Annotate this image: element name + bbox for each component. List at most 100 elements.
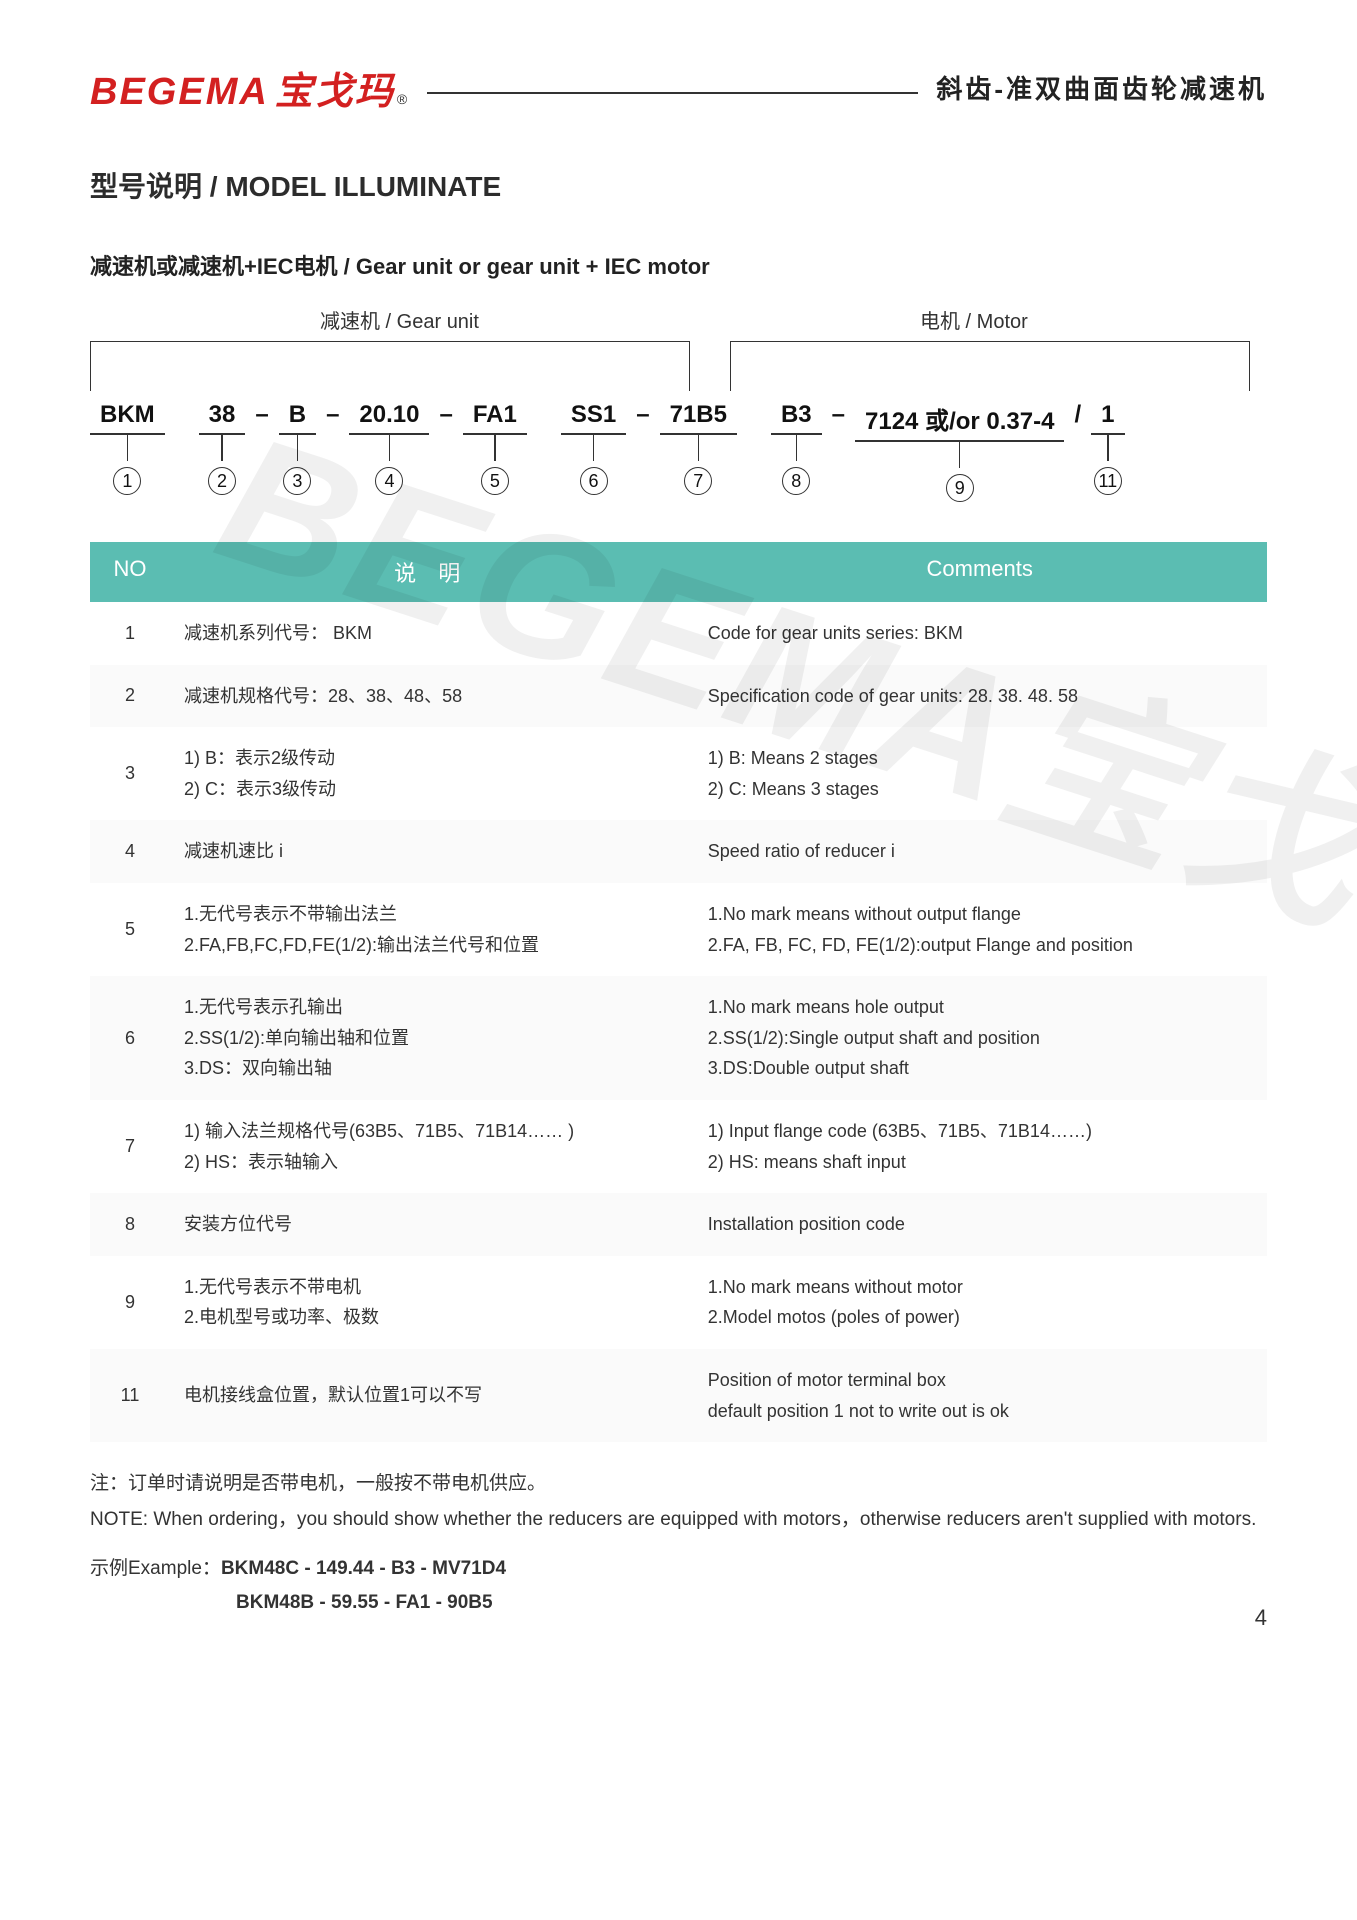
td-comments: Speed ratio of reducer i bbox=[694, 836, 1267, 867]
table-row: 2减速机规格代号：28、38、48、58Specification code o… bbox=[90, 665, 1267, 728]
td-no: 9 bbox=[90, 1292, 170, 1313]
model-part-text: FA1 bbox=[463, 401, 527, 435]
model-separator: – bbox=[626, 401, 659, 433]
model-separator: – bbox=[245, 401, 278, 433]
model-part: 111 bbox=[1091, 401, 1124, 495]
td-no: 1 bbox=[90, 623, 170, 644]
model-part-number: 5 bbox=[481, 467, 509, 495]
td-desc: 1.无代号表示不带输出法兰2.FA,FB,FC,FD,FE(1/2):输出法兰代… bbox=[170, 899, 694, 960]
model-tick bbox=[494, 435, 496, 461]
model-part: B3 bbox=[279, 401, 316, 495]
th-comments: Comments bbox=[692, 542, 1267, 602]
header-divider bbox=[427, 92, 918, 94]
model-part-number: 3 bbox=[283, 467, 311, 495]
td-no: 3 bbox=[90, 763, 170, 784]
model-part-number: 8 bbox=[782, 467, 810, 495]
model-part: 20.104 bbox=[349, 401, 429, 495]
model-tick bbox=[1107, 435, 1109, 461]
model-part-text: 71B5 bbox=[660, 401, 737, 435]
model-part-text: 7124 或/or 0.37-4 bbox=[855, 401, 1064, 442]
td-no: 8 bbox=[90, 1214, 170, 1235]
td-desc: 减速机规格代号：28、38、48、58 bbox=[170, 681, 694, 712]
td-no: 5 bbox=[90, 919, 170, 940]
td-comments: Installation position code bbox=[694, 1209, 1267, 1240]
explanation-table: NO 说 明 Comments 1减速机系列代号： BKMCode for ge… bbox=[90, 542, 1267, 1442]
example-line1: BKM48C - 149.44 - B3 - MV71D4 bbox=[221, 1558, 506, 1579]
table-row: 51.无代号表示不带输出法兰2.FA,FB,FC,FD,FE(1/2):输出法兰… bbox=[90, 883, 1267, 976]
logo-registered: ® bbox=[397, 91, 409, 107]
model-part: B3 8 bbox=[771, 401, 822, 495]
note-cn: 注：订单时请说明是否带电机，一般按不带电机供应。 bbox=[90, 1466, 1267, 1502]
td-comments: Specification code of gear units: 28. 38… bbox=[694, 681, 1267, 712]
bracket-gear bbox=[90, 341, 690, 391]
model-code-row: BKM1382–B3–20.104–FA15SS16–71B57B38–7124… bbox=[90, 401, 1267, 502]
logo-text-cn: 宝戈玛 bbox=[275, 60, 395, 115]
bracket-label-gear: 减速机 / Gear unit bbox=[320, 305, 479, 334]
td-no: 11 bbox=[90, 1385, 170, 1406]
example-line2: BKM48B - 59.55 - FA1 - 90B5 bbox=[236, 1586, 1267, 1620]
td-comments: 1) Input flange code (63B5、71B5、71B14……)… bbox=[694, 1116, 1267, 1177]
td-comments: Code for gear units series: BKM bbox=[694, 618, 1267, 649]
table-row: 11电机接线盒位置，默认位置1可以不写Position of motor ter… bbox=[90, 1349, 1267, 1442]
model-separator: – bbox=[822, 401, 855, 433]
bracket-row: 减速机 / Gear unit 电机 / Motor bbox=[90, 305, 1267, 395]
example-block: 示例Example：BKM48C - 149.44 - B3 - MV71D4 … bbox=[90, 1552, 1267, 1620]
model-tick bbox=[389, 435, 391, 461]
model-part: 71B5 7 bbox=[660, 401, 737, 495]
model-tick bbox=[593, 435, 595, 461]
model-part-text: 38 bbox=[199, 401, 246, 435]
td-desc: 1) 输入法兰规格代号(63B5、71B5、71B14…… )2) HS：表示轴… bbox=[170, 1116, 694, 1177]
td-comments: 1.No mark means without motor2.Model mot… bbox=[694, 1272, 1267, 1333]
model-part: 38 2 bbox=[199, 401, 246, 495]
td-desc: 1.无代号表示孔输出2.SS(1/2):单向输出轴和位置3.DS：双向输出轴 bbox=[170, 992, 694, 1084]
logo-text-en: BEGEMA bbox=[90, 71, 269, 114]
table-body: 1减速机系列代号： BKMCode for gear units series:… bbox=[90, 602, 1267, 1442]
page-number: 4 bbox=[1255, 1605, 1267, 1631]
sub-title: 减速机或减速机+IEC电机 / Gear unit or gear unit +… bbox=[90, 249, 1267, 281]
table-row: 61.无代号表示孔输出2.SS(1/2):单向输出轴和位置3.DS：双向输出轴1… bbox=[90, 976, 1267, 1100]
td-comments: 1.No mark means without output flange2.F… bbox=[694, 899, 1267, 960]
model-part-number: 2 bbox=[208, 467, 236, 495]
td-no: 7 bbox=[90, 1136, 170, 1157]
model-part-text: 20.10 bbox=[349, 401, 429, 435]
model-tick bbox=[297, 435, 299, 461]
note-en: NOTE: When ordering，you should show whet… bbox=[90, 1502, 1267, 1538]
model-tick bbox=[698, 435, 700, 461]
model-separator: – bbox=[429, 401, 462, 433]
bracket-label-motor: 电机 / Motor bbox=[920, 305, 1028, 334]
model-part-number: 11 bbox=[1094, 467, 1122, 495]
section-title: 型号说明 / MODEL ILLUMINATE bbox=[90, 165, 1267, 205]
td-comments: Position of motor terminal boxdefault po… bbox=[694, 1365, 1267, 1426]
model-part-text: 1 bbox=[1091, 401, 1124, 435]
td-desc: 减速机速比 i bbox=[170, 836, 694, 867]
td-desc: 1) B：表示2级传动2) C：表示3级传动 bbox=[170, 743, 694, 804]
model-tick bbox=[796, 435, 798, 461]
model-part-number: 1 bbox=[113, 467, 141, 495]
model-part: BKM1 bbox=[90, 401, 165, 495]
th-desc: 说 明 bbox=[170, 542, 692, 602]
model-part-number: 6 bbox=[580, 467, 608, 495]
td-no: 2 bbox=[90, 685, 170, 706]
td-comments: 1) B: Means 2 stages2) C: Means 3 stages bbox=[694, 743, 1267, 804]
td-desc: 电机接线盒位置，默认位置1可以不写 bbox=[170, 1380, 694, 1411]
model-part: SS16 bbox=[561, 401, 626, 495]
table-row: 4减速机速比 iSpeed ratio of reducer i bbox=[90, 820, 1267, 883]
model-part-number: 9 bbox=[946, 474, 974, 502]
table-row: 31) B：表示2级传动2) C：表示3级传动1) B: Means 2 sta… bbox=[90, 727, 1267, 820]
model-part-text: B3 bbox=[771, 401, 822, 435]
bracket-motor bbox=[730, 341, 1250, 391]
model-separator: – bbox=[316, 401, 349, 433]
table-header: NO 说 明 Comments bbox=[90, 542, 1267, 602]
td-desc: 1.无代号表示不带电机2.电机型号或功率、极数 bbox=[170, 1272, 694, 1333]
example-label: 示例Example： bbox=[90, 1558, 221, 1579]
td-desc: 安装方位代号 bbox=[170, 1209, 694, 1240]
model-part-number: 7 bbox=[684, 467, 712, 495]
brand-logo: BEGEMA 宝戈玛 ® bbox=[90, 60, 409, 115]
td-desc: 减速机系列代号： BKM bbox=[170, 618, 694, 649]
td-no: 4 bbox=[90, 841, 170, 862]
model-part: FA1 5 bbox=[463, 401, 527, 495]
model-part-text: B bbox=[279, 401, 316, 435]
model-tick bbox=[959, 442, 961, 468]
header-subtitle: 斜齿-准双曲面齿轮减速机 bbox=[936, 69, 1267, 106]
model-separator: / bbox=[1064, 401, 1091, 433]
